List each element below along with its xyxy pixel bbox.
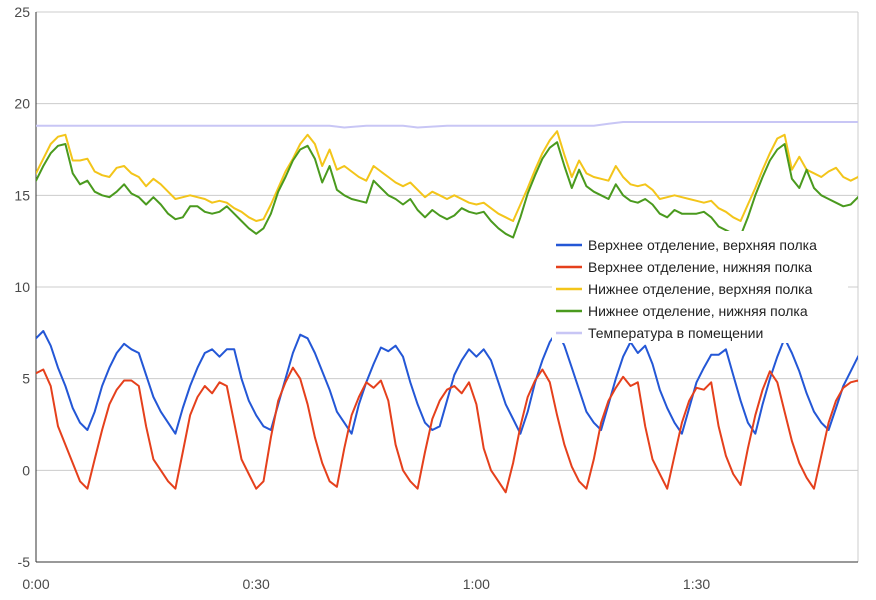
series-line-5	[36, 121, 858, 129]
y-tick-label: 10	[14, 279, 30, 295]
y-tick-label: 25	[14, 4, 30, 20]
x-tick-label: 0:30	[243, 576, 270, 592]
legend-label: Верхнее отделение, верхняя полка	[588, 237, 817, 253]
axes: -5 0 5 10 15 20 25 0:00 0:30 1:00 1:30	[14, 4, 858, 592]
series-line-1	[36, 330, 858, 435]
legend-label: Нижнее отделение, верхняя полка	[588, 281, 813, 297]
series-line-2	[36, 366, 858, 494]
legend-background	[552, 231, 848, 343]
legend-label: Верхнее отделение, нижняя полка	[588, 259, 812, 275]
y-tick-label: 15	[14, 187, 30, 203]
y-tick-label: 5	[22, 371, 30, 387]
x-tick-label: 0:00	[22, 576, 49, 592]
legend-label: Нижнее отделение, нижняя полка	[588, 303, 808, 319]
x-tick-label: 1:00	[463, 576, 490, 592]
series-line-4	[36, 141, 858, 239]
y-tick-label: 20	[14, 96, 30, 112]
x-tick-label: 1:30	[683, 576, 710, 592]
y-tick-label: -5	[18, 554, 31, 570]
y-tick-label: 0	[22, 462, 30, 478]
legend-label: Температура в помещении	[588, 325, 763, 341]
series-line-3	[36, 130, 858, 222]
legend: Верхнее отделение, верхняя полка Верхнее …	[552, 231, 848, 343]
